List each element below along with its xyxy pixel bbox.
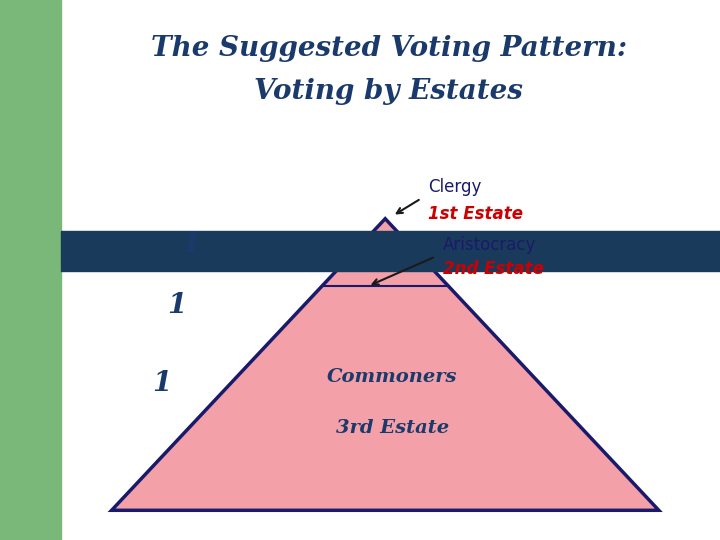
Bar: [61, 231, 720, 271]
Text: 1: 1: [153, 370, 171, 397]
Text: 1: 1: [181, 231, 200, 258]
Text: 1: 1: [167, 292, 186, 319]
Text: The Suggested Voting Pattern:: The Suggested Voting Pattern:: [150, 35, 627, 62]
Text: 3rd Estate: 3rd Estate: [336, 419, 449, 437]
Text: 1st Estate: 1st Estate: [428, 205, 523, 222]
Text: Aristocracy: Aristocracy: [443, 236, 536, 254]
Text: 2nd Estate: 2nd Estate: [443, 260, 544, 278]
Polygon shape: [112, 219, 659, 510]
Text: Clergy: Clergy: [428, 178, 482, 195]
Text: Voting by Estates: Voting by Estates: [254, 78, 523, 105]
Text: Commoners: Commoners: [327, 368, 458, 386]
Bar: [0, 0, 61, 540]
